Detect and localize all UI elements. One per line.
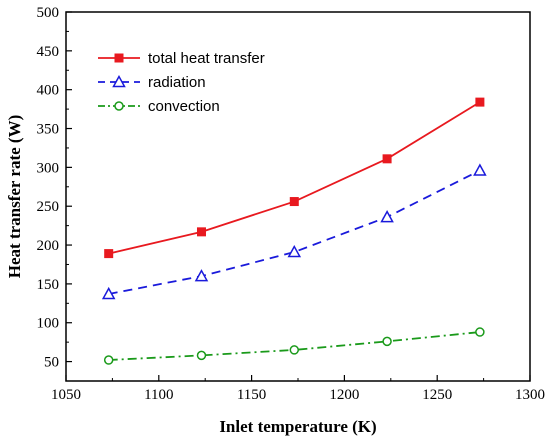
data-point xyxy=(287,244,302,258)
data-point xyxy=(382,336,392,347)
y-tick-label: 400 xyxy=(37,83,60,99)
series-2 xyxy=(101,163,487,300)
y-tick-label: 250 xyxy=(37,199,60,215)
legend-label: radiation xyxy=(148,74,206,91)
data-point xyxy=(475,97,485,107)
x-tick-label: 1200 xyxy=(329,387,359,403)
data-point xyxy=(104,249,114,259)
x-axis: 1050 1100 1150 1200 1250 1300 xyxy=(51,375,545,403)
legend: total heat transfer radiation convection xyxy=(98,50,265,115)
plot-area xyxy=(65,11,531,382)
series-3 xyxy=(103,327,485,365)
x-axis-title: Inlet temperature (K) xyxy=(219,417,376,436)
legend-marker xyxy=(114,53,124,63)
series-layer xyxy=(101,97,487,365)
legend-marker xyxy=(114,101,124,111)
x-tick-label: 1250 xyxy=(422,387,452,403)
data-point xyxy=(473,163,487,176)
legend-item: convection xyxy=(98,98,220,115)
y-tick-label: 100 xyxy=(37,316,60,332)
y-tick-label: 350 xyxy=(37,122,60,138)
data-point xyxy=(194,269,209,282)
legend-label: convection xyxy=(148,98,220,115)
data-point xyxy=(196,227,206,237)
data-point xyxy=(475,327,485,337)
y-tick-label: 200 xyxy=(37,238,60,254)
y-axis: 50 100 150 200 250 300 350 400 450 500 xyxy=(37,5,72,371)
legend-item: total heat transfer xyxy=(98,50,265,67)
data-point xyxy=(382,154,392,164)
data-point xyxy=(101,286,116,300)
x-tick-label: 1100 xyxy=(144,387,173,403)
series-line xyxy=(108,101,481,255)
series-1 xyxy=(104,97,485,259)
x-tick-label: 1300 xyxy=(515,387,545,403)
data-point xyxy=(380,210,394,223)
data-point xyxy=(103,355,114,365)
series-line xyxy=(108,169,481,295)
legend-marker xyxy=(112,74,126,88)
y-tick-label: 300 xyxy=(37,160,60,176)
x-tick-label: 1050 xyxy=(51,387,81,403)
legend-label: total heat transfer xyxy=(148,50,265,67)
data-point xyxy=(196,350,207,361)
y-tick-label: 50 xyxy=(44,355,59,371)
x-tick-label: 1150 xyxy=(237,387,266,403)
legend-item: radiation xyxy=(98,74,206,91)
data-point xyxy=(289,197,299,207)
y-tick-label: 150 xyxy=(37,277,60,293)
data-point xyxy=(289,345,300,355)
y-axis-title: Heat transfer rate (W) xyxy=(5,115,24,278)
plot-frame xyxy=(65,11,531,382)
y-tick-label: 450 xyxy=(37,44,60,60)
y-tick-label: 500 xyxy=(37,5,60,21)
